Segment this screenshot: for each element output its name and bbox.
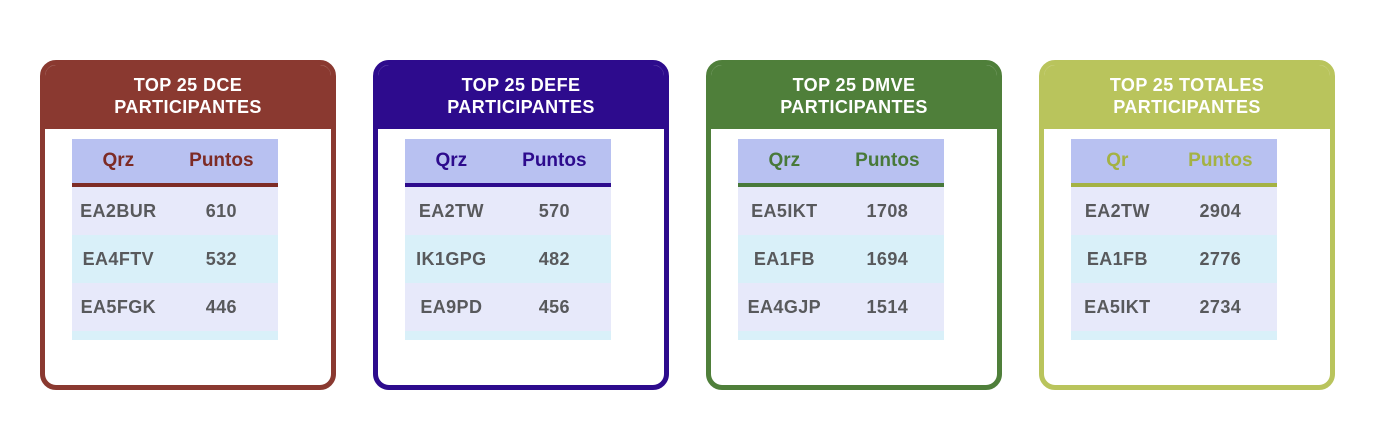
cell-qrz: EA5FGK [72, 283, 165, 331]
table-row: EA2TW 570 [405, 185, 611, 235]
card-title-line1: TOP 25 TOTALES [1109, 75, 1265, 95]
ranking-card-dce: TOP 25 DCE PARTICIPANTES Qrz Puntos EA2B… [40, 60, 336, 390]
table-row: EA2TW 2904 [1071, 185, 1277, 235]
partial-row [72, 331, 278, 340]
table-row: EA5IKT 2734 [1071, 283, 1277, 331]
cell-qrz: EA1FB [1071, 235, 1164, 283]
table-header-row: Qrz Puntos [72, 139, 278, 187]
cell-qrz: EA5IKT [738, 185, 831, 235]
cell-puntos: 2904 [1163, 185, 1277, 235]
table-row: EA1FB 1694 [738, 235, 944, 283]
table-row: EA5IKT 1708 [738, 185, 944, 235]
ranking-table-defe: Qrz Puntos EA2TW 570 IK1GPG 482 EA9PD [405, 139, 611, 340]
table-row: IK1GPG 482 [405, 235, 611, 283]
cell-qrz: EA9PD [405, 283, 498, 331]
cell-puntos: 532 [164, 235, 278, 283]
column-header-puntos: Puntos [497, 139, 611, 187]
table-row: EA1FB 2776 [1071, 235, 1277, 283]
cell-puntos: 482 [497, 235, 611, 283]
card-title-line1: TOP 25 DCE [133, 75, 243, 95]
cell-qrz: EA5IKT [1071, 283, 1164, 331]
cell-puntos: 1694 [830, 235, 944, 283]
cell-puntos: 446 [164, 283, 278, 331]
table-header-row: Qr Puntos [1071, 139, 1277, 187]
table-row: EA4FTV 532 [72, 235, 278, 283]
cell-puntos: 1708 [830, 185, 944, 235]
table-header-row: Qrz Puntos [738, 139, 944, 187]
card-title-line2: PARTICIPANTES [447, 97, 595, 117]
column-header-puntos: Puntos [830, 139, 944, 187]
column-header-qrz: Qrz [72, 139, 165, 187]
column-header-qrz: Qrz [405, 139, 498, 187]
column-header-qrz: Qrz [738, 139, 831, 187]
card-title-line1: TOP 25 DEFE [461, 75, 581, 95]
card-body: Qrz Puntos EA2BUR 610 EA4FTV 532 EA5FGK [45, 129, 331, 340]
ranking-table-dce: Qrz Puntos EA2BUR 610 EA4FTV 532 EA5FGK [72, 139, 278, 340]
table-row: EA4GJP 1514 [738, 283, 944, 331]
cell-qrz: EA4GJP [738, 283, 831, 331]
cell-qrz: IK1GPG [405, 235, 498, 283]
cell-puntos: 2734 [1163, 283, 1277, 331]
card-body: Qrz Puntos EA2TW 570 IK1GPG 482 EA9PD [378, 129, 664, 340]
card-title-dce: TOP 25 DCE PARTICIPANTES [45, 65, 331, 129]
cell-qrz: EA1FB [738, 235, 831, 283]
table-header-row: Qrz Puntos [405, 139, 611, 187]
card-title-totales: TOP 25 TOTALES PARTICIPANTES [1044, 65, 1330, 129]
ranking-table-totales: Qr Puntos EA2TW 2904 EA1FB 2776 EA5IKT [1071, 139, 1277, 340]
card-title-line2: PARTICIPANTES [1113, 97, 1261, 117]
cell-qrz: EA2TW [1071, 185, 1164, 235]
cell-puntos: 610 [164, 185, 278, 235]
cell-qrz: EA4FTV [72, 235, 165, 283]
card-title-line1: TOP 25 DMVE [792, 75, 916, 95]
ranking-table-dmve: Qrz Puntos EA5IKT 1708 EA1FB 1694 EA4GJP [738, 139, 944, 340]
card-body: Qrz Puntos EA5IKT 1708 EA1FB 1694 EA4GJP [711, 129, 997, 340]
partial-row [1071, 331, 1277, 340]
column-header-puntos: Puntos [164, 139, 278, 187]
card-title-defe: TOP 25 DEFE PARTICIPANTES [378, 65, 664, 129]
card-title-line2: PARTICIPANTES [114, 97, 262, 117]
cell-qrz: EA2BUR [72, 185, 165, 235]
cell-puntos: 570 [497, 185, 611, 235]
card-title-dmve: TOP 25 DMVE PARTICIPANTES [711, 65, 997, 129]
ranking-card-totales: TOP 25 TOTALES PARTICIPANTES Qr Puntos E… [1039, 60, 1335, 390]
table-row: EA2BUR 610 [72, 185, 278, 235]
cell-qrz: EA2TW [405, 185, 498, 235]
ranking-card-defe: TOP 25 DEFE PARTICIPANTES Qrz Puntos EA2… [373, 60, 669, 390]
table-row: EA5FGK 446 [72, 283, 278, 331]
partial-row [738, 331, 944, 340]
cell-puntos: 1514 [830, 283, 944, 331]
column-header-puntos: Puntos [1163, 139, 1277, 187]
card-title-line2: PARTICIPANTES [780, 97, 928, 117]
table-row: EA9PD 456 [405, 283, 611, 331]
cell-puntos: 456 [497, 283, 611, 331]
partial-row [405, 331, 611, 340]
card-body: Qr Puntos EA2TW 2904 EA1FB 2776 EA5IKT [1044, 129, 1330, 340]
column-header-qr: Qr [1071, 139, 1164, 187]
ranking-card-dmve: TOP 25 DMVE PARTICIPANTES Qrz Puntos EA5… [706, 60, 1002, 390]
cell-puntos: 2776 [1163, 235, 1277, 283]
ranking-cards-row: TOP 25 DCE PARTICIPANTES Qrz Puntos EA2B… [40, 60, 1335, 390]
